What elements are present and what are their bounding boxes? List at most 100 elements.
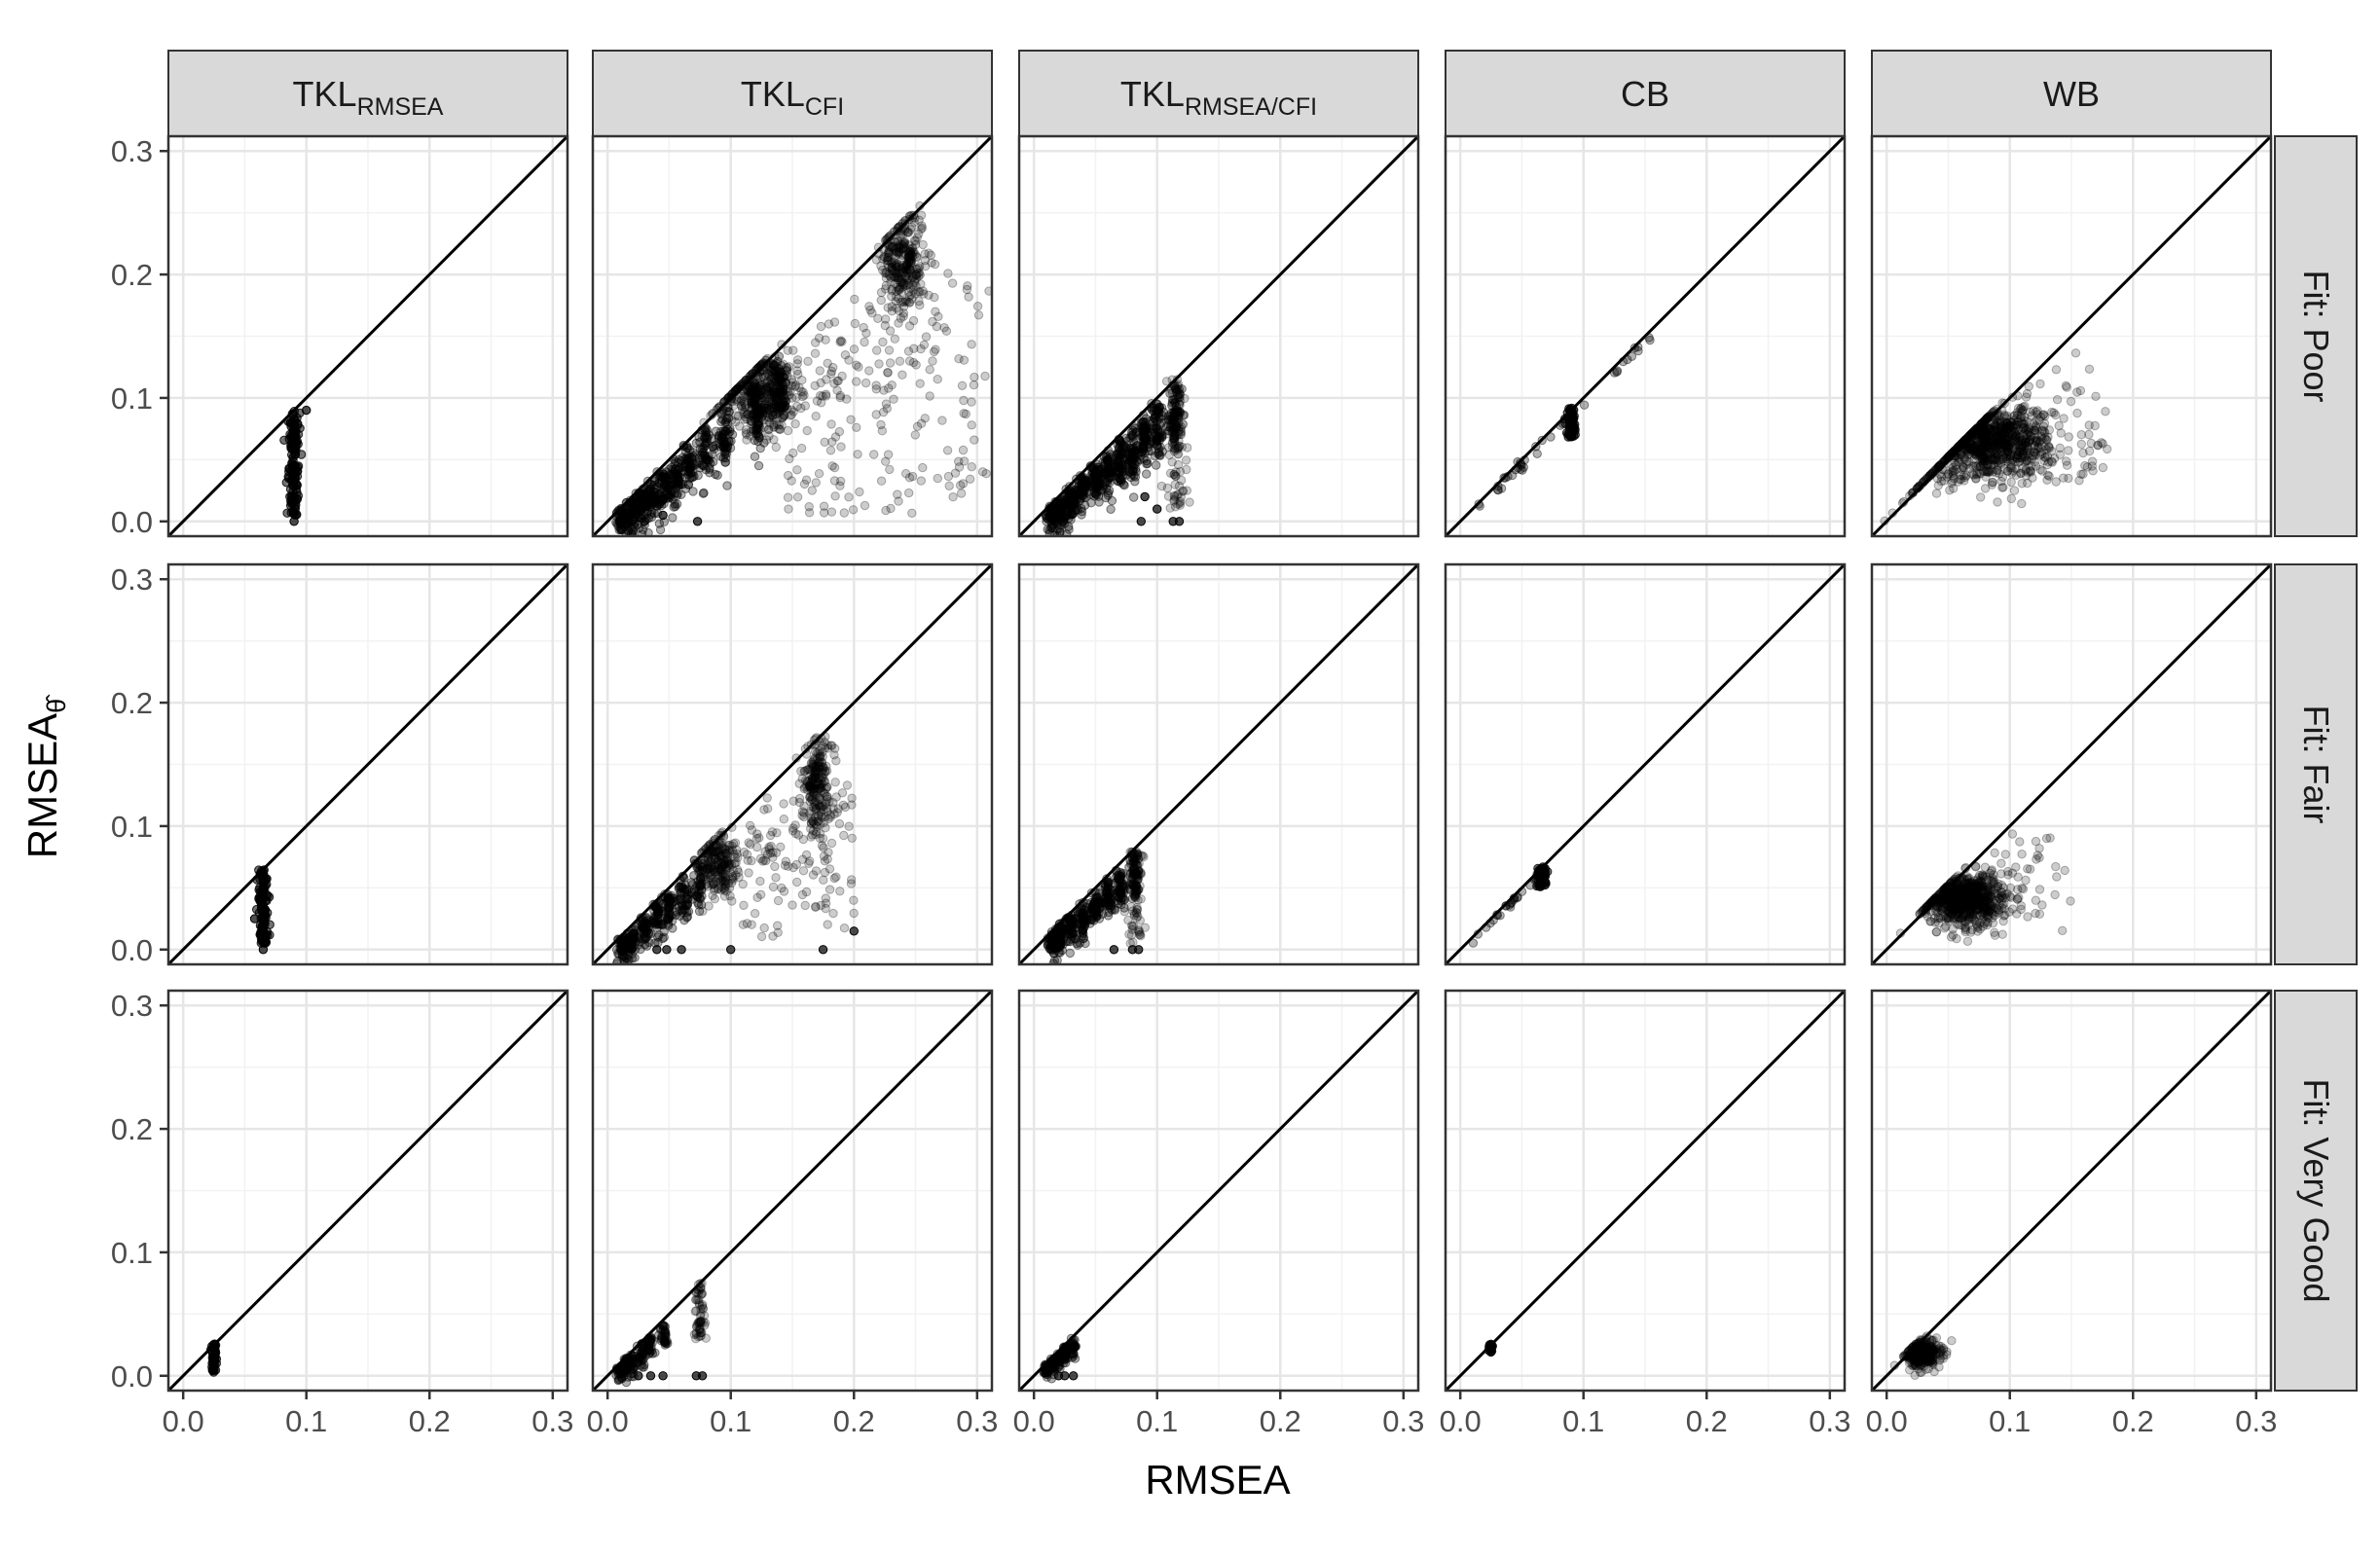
- data-point: [894, 268, 903, 278]
- data-point: [893, 235, 902, 245]
- data-point: [753, 420, 763, 430]
- data-point: [658, 495, 668, 505]
- data-point: [778, 402, 787, 412]
- data-point: [772, 366, 783, 376]
- data-point: [920, 262, 931, 272]
- data-point: [788, 345, 798, 355]
- data-point: [658, 494, 669, 505]
- data-point: [747, 416, 757, 427]
- data-point: [753, 405, 763, 415]
- data-point: [288, 506, 298, 516]
- data-point: [629, 525, 639, 535]
- data-point: [897, 273, 907, 283]
- data-point: [674, 473, 683, 483]
- data-point: [642, 485, 653, 494]
- data-point: [766, 366, 777, 376]
- data-point: [2021, 437, 2031, 447]
- data-point: [677, 480, 686, 489]
- data-point: [643, 500, 653, 510]
- data-point: [753, 402, 763, 412]
- data-point: [2066, 396, 2076, 407]
- data-point: [737, 401, 747, 411]
- data-point: [680, 473, 691, 483]
- panel: [1870, 134, 2273, 538]
- data-point: [911, 271, 922, 280]
- data-point: [728, 401, 739, 411]
- data-point: [716, 410, 726, 419]
- data-point: [641, 491, 651, 502]
- data-point: [639, 494, 649, 504]
- data-point: [918, 462, 928, 473]
- data-point: [751, 381, 762, 391]
- data-point: [724, 436, 734, 446]
- data-point: [751, 402, 761, 412]
- data-point: [669, 467, 679, 477]
- data-point: [768, 359, 778, 369]
- data-point: [644, 498, 654, 508]
- data-point: [628, 505, 638, 516]
- data-point: [709, 456, 718, 467]
- data-point: [897, 243, 908, 254]
- data-point: [742, 429, 751, 440]
- data-point: [649, 499, 660, 509]
- data-point: [659, 499, 669, 509]
- data-point: [749, 411, 758, 421]
- data-point: [755, 390, 765, 400]
- data-point: [764, 405, 775, 415]
- data-point: [659, 470, 670, 480]
- data-point: [731, 845, 742, 854]
- data-point: [683, 455, 693, 465]
- data-point: [895, 283, 905, 293]
- data-point: [636, 505, 645, 516]
- data-point: [912, 264, 922, 274]
- data-point: [830, 491, 840, 501]
- data-point: [764, 396, 774, 406]
- data-point: [767, 391, 777, 402]
- data-point: [748, 393, 758, 403]
- data-point: [746, 839, 755, 850]
- data-point: [686, 453, 696, 462]
- data-point: [747, 397, 757, 407]
- data-point: [644, 485, 654, 494]
- data-point: [775, 402, 785, 412]
- data-point: [722, 441, 732, 451]
- data-point: [764, 413, 774, 422]
- data-point: [699, 447, 709, 456]
- data-point: [777, 420, 787, 430]
- data-point: [778, 387, 787, 398]
- data-point: [665, 464, 675, 474]
- data-point: [692, 517, 703, 526]
- data-point: [2098, 462, 2108, 473]
- data-point: [756, 413, 766, 423]
- data-point: [776, 368, 786, 378]
- data-point: [791, 393, 801, 403]
- data-point: [764, 406, 774, 416]
- data-point: [773, 895, 784, 906]
- data-point: [898, 268, 909, 277]
- data-point: [691, 438, 701, 449]
- data-point: [670, 467, 679, 477]
- data-point: [1976, 492, 1986, 502]
- data-point: [944, 481, 954, 490]
- data-point: [771, 442, 781, 453]
- panel-border: [166, 134, 569, 538]
- data-point: [289, 517, 299, 526]
- data-point: [2008, 422, 2018, 432]
- data-point: [302, 405, 311, 416]
- data-point: [642, 489, 652, 499]
- data-point: [1101, 492, 1111, 503]
- data-point: [768, 389, 778, 399]
- data-point: [948, 492, 958, 502]
- data-point: [768, 397, 779, 407]
- data-point: [740, 399, 751, 410]
- data-point: [765, 362, 775, 373]
- data-point: [702, 455, 713, 465]
- data-point: [778, 359, 788, 369]
- data-point: [924, 290, 934, 300]
- data-point: [824, 319, 834, 329]
- data-point: [258, 945, 269, 955]
- data-point: [672, 490, 682, 500]
- data-point: [660, 472, 671, 482]
- data-point: [1153, 433, 1162, 443]
- data-point: [950, 468, 961, 478]
